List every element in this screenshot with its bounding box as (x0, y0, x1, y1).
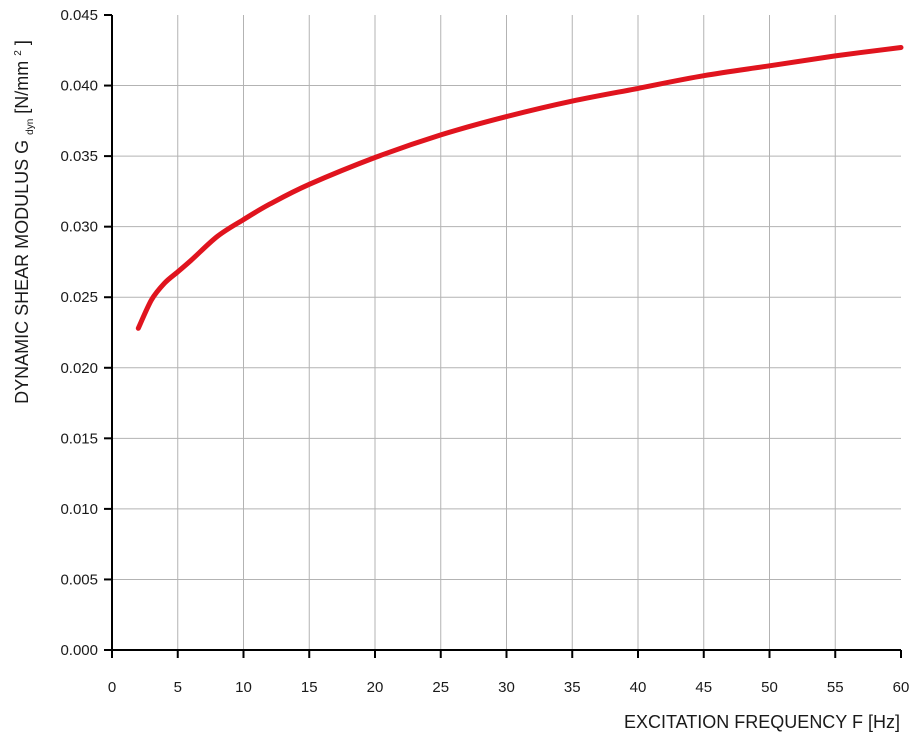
y-axis-title-unit-close: ] (12, 40, 32, 45)
grid (112, 15, 901, 650)
x-tick-label: 0 (108, 679, 116, 696)
x-tick-label: 35 (564, 679, 581, 696)
y-tick-label: 0.030 (60, 219, 98, 236)
x-tick-label: 40 (630, 679, 647, 696)
x-tick-label: 55 (827, 679, 844, 696)
y-axis-title-unit: [N/mm (12, 61, 32, 114)
y-tick-label: 0.035 (60, 148, 98, 165)
y-tick-label: 0.025 (60, 289, 98, 306)
x-tick-label: 30 (498, 679, 515, 696)
x-tick-label: 25 (432, 679, 449, 696)
x-tick-label: 60 (893, 679, 910, 696)
y-tick-label: 0.045 (60, 7, 98, 24)
y-tick-label: 0.020 (60, 360, 98, 377)
series-line (135, 45, 904, 331)
x-tick-label: 5 (174, 679, 182, 696)
x-tick-label: 10 (235, 679, 252, 696)
y-axis-title: DYNAMIC SHEAR MODULUS G dyn [N/mm 2 ] (5, 40, 37, 404)
x-tick-label: 50 (761, 679, 778, 696)
y-tick-label: 0.000 (60, 642, 98, 659)
y-tick-label: 0.010 (60, 501, 98, 518)
y-axis-title-subscript: dyn (25, 119, 36, 135)
series (135, 45, 904, 331)
x-tick-label: 20 (367, 679, 384, 696)
y-tick-label: 0.040 (60, 78, 98, 95)
y-tick-label: 0.005 (60, 571, 98, 588)
y-axis-title-main: DYNAMIC SHEAR MODULUS G (12, 140, 32, 404)
ticks: 0 5 10 15 20 25 30 35 40 45 50 55 60 0.000 0.005 0.010 0… (60, 7, 909, 696)
x-tick-label: 15 (301, 679, 318, 696)
y-axis-title-unit-superscript: 2 (13, 50, 24, 56)
y-tick-label: 0.015 (60, 430, 98, 447)
x-tick-label: 45 (695, 679, 712, 696)
x-axis-title: EXCITATION FREQUENCY F [Hz] (624, 712, 900, 732)
